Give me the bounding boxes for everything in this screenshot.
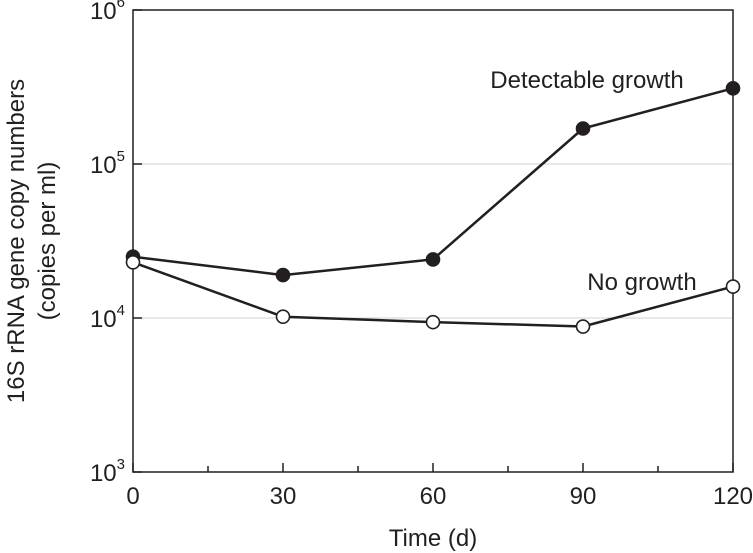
- x-tick-label: 60: [420, 483, 447, 510]
- axis-ticks: 0 30 60 90 120 103 104 105 106: [90, 0, 753, 510]
- annotation-detectable-growth: Detectable growth: [490, 67, 683, 94]
- y-tick-label: 103: [90, 456, 125, 487]
- x-tick-label: 90: [570, 483, 597, 510]
- data-point-detectable-growth: [275, 267, 291, 283]
- data-point-no-growth: [725, 279, 741, 294]
- y-axis-title-line-1: 16S rRNA gene copy numbers: [3, 79, 30, 403]
- data-point-detectable-growth: [575, 121, 591, 136]
- data-point-no-growth: [575, 319, 591, 334]
- y-axis-title-line-2: (copies per ml): [34, 162, 61, 321]
- series: [125, 81, 741, 334]
- data-point-no-growth: [425, 314, 441, 330]
- data-point-no-growth: [275, 309, 291, 324]
- series-line-detectable-growth: [132, 87, 734, 277]
- x-tick-label: 30: [270, 483, 297, 510]
- x-tick-label: 0: [126, 483, 139, 510]
- data-point-detectable-growth: [425, 252, 441, 267]
- y-axis-title: 16S rRNA gene copy numbers (copies per m…: [3, 79, 61, 403]
- data-point-no-growth: [125, 254, 141, 270]
- x-tick-label: 120: [713, 483, 753, 510]
- y-tick-label: 106: [90, 0, 125, 25]
- annotation-no-growth: No growth: [587, 269, 696, 296]
- y-tick-label: 105: [90, 148, 125, 179]
- x-axis-title: Time (d): [389, 525, 477, 552]
- data-point-detectable-growth: [725, 81, 741, 96]
- y-tick-label: 104: [90, 302, 125, 333]
